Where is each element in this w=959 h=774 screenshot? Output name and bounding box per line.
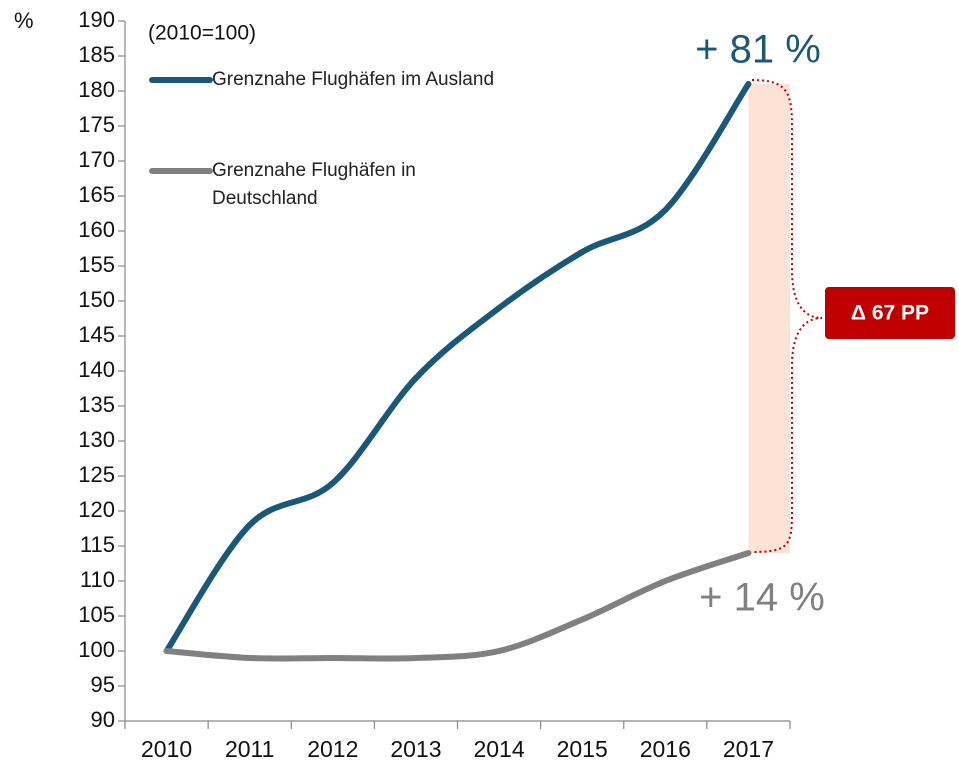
- y-tick-label: 180: [78, 77, 115, 102]
- annotation: + 14 %: [699, 576, 825, 620]
- y-tick-label: 115: [80, 532, 115, 557]
- y-tick-label: 120: [78, 497, 115, 522]
- x-tick-label: 2013: [390, 736, 441, 762]
- x-tick-label: 2012: [307, 736, 358, 762]
- y-tick-label: 110: [80, 567, 115, 592]
- y-tick-label: 150: [78, 287, 115, 312]
- subtitle: (2010=100): [148, 22, 256, 45]
- y-tick-label: 175: [78, 112, 115, 137]
- y-tick-label: 125: [78, 462, 115, 487]
- y-tick-label: 190: [78, 7, 115, 32]
- x-tick-label: 2010: [141, 736, 192, 762]
- series-line: [163, 550, 752, 662]
- y-tick-label: 165: [78, 182, 115, 207]
- delta-box: [825, 287, 955, 339]
- y-tick-label: 140: [78, 357, 115, 382]
- y-tick-label: 100: [78, 637, 115, 662]
- series-line: [163, 81, 752, 654]
- x-tick-label: 2014: [473, 736, 524, 762]
- y-tick-label: 145: [78, 322, 115, 347]
- unit-label: %: [14, 8, 34, 33]
- y-tick-label: 135: [78, 392, 115, 417]
- y-tick-label: 90: [91, 707, 115, 732]
- legend-label: Grenznahe Flughäfen im Ausland: [212, 69, 495, 90]
- x-tick-label: 2015: [557, 736, 608, 762]
- annotation: + 81 %: [695, 28, 821, 72]
- y-tick-label: 95: [91, 672, 115, 697]
- annotation: Δ 67 PP: [851, 302, 929, 325]
- x-tick-label: 2016: [640, 736, 691, 762]
- gap-area: [748, 84, 790, 553]
- x-tick-label: 2017: [723, 736, 774, 762]
- legend-label: Grenznahe Flughäfen in Deutschland: [212, 160, 416, 209]
- brace: [751, 79, 823, 553]
- y-tick-label: 170: [78, 147, 115, 172]
- y-tick-label: 185: [78, 42, 115, 67]
- y-tick-label: 160: [78, 217, 115, 242]
- y-tick-label: 155: [78, 252, 115, 277]
- y-tick-label: 130: [78, 427, 115, 452]
- x-tick-label: 2011: [225, 736, 274, 762]
- y-tick-label: 105: [78, 602, 115, 627]
